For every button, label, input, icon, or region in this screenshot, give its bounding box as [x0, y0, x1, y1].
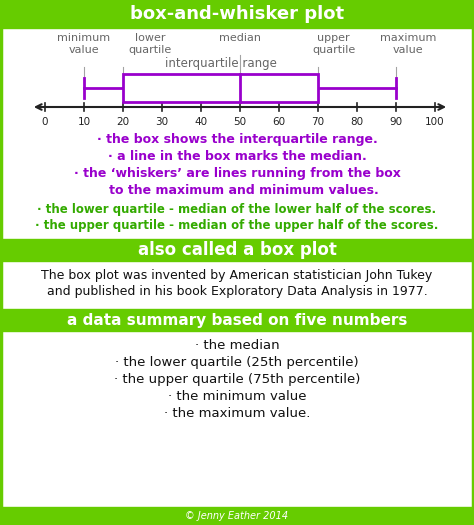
- Text: 60: 60: [273, 117, 285, 127]
- Text: · the lower quartile (25th percentile): · the lower quartile (25th percentile): [115, 356, 359, 369]
- Bar: [0, 507, 474, 525]
- Text: 80: 80: [350, 117, 364, 127]
- Text: also called a box plot: also called a box plot: [137, 241, 337, 259]
- Text: upper
quartile: upper quartile: [312, 33, 355, 55]
- Text: 90: 90: [390, 117, 402, 127]
- Bar: [0, 309, 474, 331]
- Text: to the maximum and minimum values.: to the maximum and minimum values.: [96, 184, 378, 197]
- Text: box-and-whisker plot: box-and-whisker plot: [130, 5, 344, 23]
- Text: median: median: [219, 33, 261, 43]
- Bar: [0, 0, 474, 28]
- Text: 40: 40: [194, 117, 208, 127]
- Text: The box plot was invented by American statistician John Tukey: The box plot was invented by American st…: [41, 269, 433, 282]
- Text: · a line in the box marks the median.: · a line in the box marks the median.: [108, 150, 366, 163]
- Text: a data summary based on five numbers: a data summary based on five numbers: [67, 312, 407, 328]
- Text: 0: 0: [42, 117, 48, 127]
- Text: 10: 10: [77, 117, 91, 127]
- Text: 100: 100: [425, 117, 445, 127]
- Bar: [0, 239, 474, 261]
- Text: · the box shows the interquartile range.: · the box shows the interquartile range.: [97, 133, 377, 146]
- Text: · the ‘whiskers’ are lines running from the box: · the ‘whiskers’ are lines running from …: [73, 167, 401, 180]
- Text: · the minimum value: · the minimum value: [168, 390, 306, 403]
- Text: interquartile range: interquartile range: [164, 57, 276, 70]
- Text: 20: 20: [117, 117, 129, 127]
- Text: maximum
value: maximum value: [380, 33, 436, 55]
- Bar: [123, 74, 318, 102]
- Text: · the upper quartile - median of the upper half of the scores.: · the upper quartile - median of the upp…: [35, 219, 439, 232]
- Text: 30: 30: [155, 117, 169, 127]
- Text: lower
quartile: lower quartile: [128, 33, 172, 55]
- Text: © Jenny Eather 2014: © Jenny Eather 2014: [185, 511, 289, 521]
- Text: · the median: · the median: [195, 339, 279, 352]
- Text: · the maximum value.: · the maximum value.: [164, 407, 310, 420]
- Text: 50: 50: [233, 117, 246, 127]
- Text: 70: 70: [311, 117, 325, 127]
- Text: minimum
value: minimum value: [57, 33, 110, 55]
- Text: and published in his book Exploratory Data Analysis in 1977.: and published in his book Exploratory Da…: [46, 285, 428, 298]
- Text: · the upper quartile (75th percentile): · the upper quartile (75th percentile): [114, 373, 360, 386]
- Text: · the lower quartile - median of the lower half of the scores.: · the lower quartile - median of the low…: [37, 203, 437, 216]
